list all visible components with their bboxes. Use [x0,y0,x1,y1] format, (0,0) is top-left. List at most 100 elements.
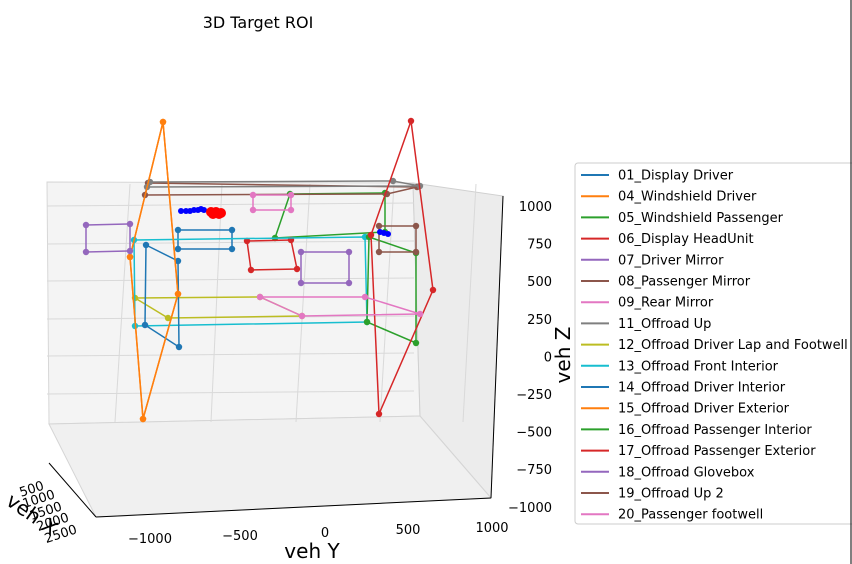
x-axis-line [48,462,97,518]
z-tick-label: 500 [527,275,552,290]
series-point [361,293,369,301]
y-tick-label: −500 [222,529,258,544]
series-point [141,321,149,329]
grid-line [295,183,311,423]
series-point [412,339,420,347]
grid-line [46,277,415,282]
axes-frame [46,181,504,518]
legend-box [574,162,852,525]
series-point [247,266,255,274]
series-point [249,206,257,214]
series-group [82,117,437,423]
z-tick-label: −750 [516,463,552,478]
legend-label: 07_Driver Mirror [618,253,724,268]
grid-line [46,352,415,357]
legend-label: 15_Offroad Driver Exterior [618,402,790,417]
series-point [412,222,420,230]
legend-label: 05_Windshield Passenger [618,211,784,226]
z-tick-label: 750 [527,238,552,253]
series-point [375,222,383,230]
series-point [243,237,251,245]
z-tick-label: −250 [516,388,552,403]
series-point [375,410,383,418]
grid-line [46,240,415,245]
series-point [174,290,182,298]
legend-label: 20_Passenger footwell [618,508,763,523]
series-point [367,231,375,239]
series-point [345,248,353,256]
series-point [298,312,306,320]
marker-point [201,207,207,213]
legend-label: 18_Offroad Glovebox [618,465,755,480]
series-point [126,253,134,261]
series-point [228,226,236,234]
tick-labels: −1000 −500 0 500 1000 1000 750 500 250 0 −250 −500 −… [18,200,552,547]
grid-line [210,183,223,423]
z-tick-label: 250 [527,313,552,328]
legend-label: 19_Offroad Up 2 [618,487,724,502]
marker-point [178,208,184,214]
series-point [429,286,437,294]
grid-line [46,390,415,395]
series-point [126,220,134,228]
series-point [407,117,415,125]
axis-lines [48,195,504,518]
series-point [175,343,183,351]
series-point [287,191,295,199]
y-axis-line [95,497,492,518]
series-point [174,257,182,265]
marker-point [214,209,224,219]
back-pane-left [46,181,421,425]
series-point [293,265,301,273]
series-point [174,226,182,234]
z-tick-label: 1000 [519,200,552,215]
z-tick-label: −500 [516,426,552,441]
y-tick-label: 1000 [475,521,508,536]
legend: 01_Display Driver 04_Windshield Driver 05_… [574,162,852,525]
series-point [139,415,147,423]
series-point [256,293,264,301]
chart-title: 3D Target ROI [203,13,314,32]
z-axis-label: veh Z [551,327,575,384]
series-point [412,248,420,256]
series-point [249,191,257,199]
series-point [228,245,236,253]
legend-label: 06_Display HeadUnit [618,232,754,247]
legend-label: 11_Offroad Up [618,317,711,332]
y-tick-label: 0 [321,526,329,541]
legend-label: 04_Windshield Driver [618,190,757,205]
legend-label: 13_Offroad Front Interior [618,359,779,374]
series-point [159,118,167,126]
series-point [287,206,295,214]
series-point [126,247,134,255]
z-tick-label: −1000 [508,501,552,516]
series-point [345,279,353,287]
series-point [142,241,150,249]
series-point [297,279,305,287]
series-point [389,177,397,185]
series-point [375,248,383,256]
y-axis-label: veh Y [284,539,340,563]
series-point [82,221,90,229]
legend-label: 17_Offroad Passenger Exterior [618,444,816,459]
legend-label: 09_Rear Mirror [618,296,714,311]
marker-point [385,231,391,237]
x-tick-label: 500 [18,479,46,501]
series-point [416,310,424,318]
y-tick-label: −1000 [128,532,172,547]
grid-line [379,183,395,423]
z-axis-line [490,195,504,499]
series-point [164,314,172,322]
series-point [174,245,182,253]
grid-line [46,202,415,207]
legend-label: 12_Offroad Driver Lap and Footwell [618,338,848,353]
z-tick-label: 0 [544,350,552,365]
legend-label: 08_Passenger Mirror [618,275,751,290]
legend-label: 01_Display Driver [618,169,734,184]
grid-line [462,183,477,423]
legend-label: 16_Offroad Passenger Interior [618,423,812,438]
series-point [82,248,90,256]
series-point [297,248,305,256]
legend-label: 14_Offroad Driver Interior [618,381,786,396]
